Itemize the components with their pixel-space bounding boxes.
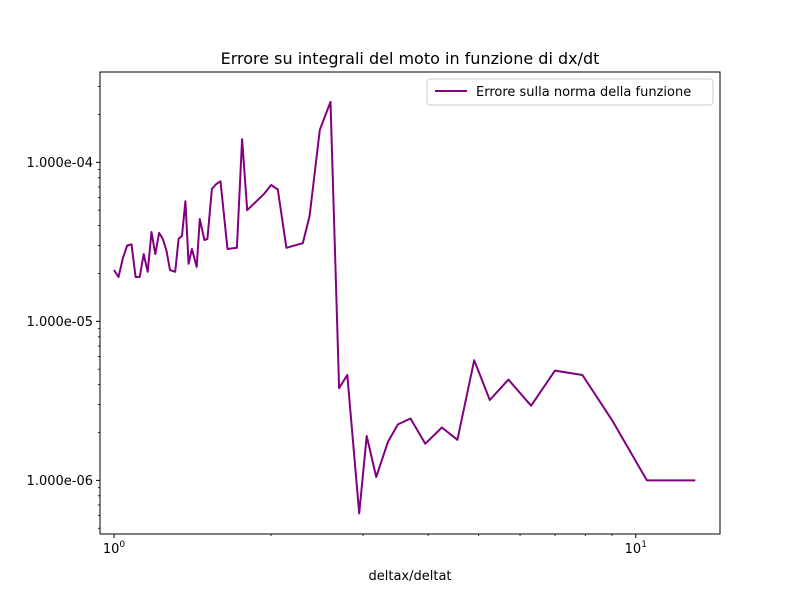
legend-label: Errore sulla norma della funzione (476, 85, 691, 100)
x-axis: 100 101 (103, 534, 647, 557)
y-tick-label: 1.000e-06 (27, 474, 93, 489)
legend-box (426, 78, 714, 106)
x-axis-label: deltax/deltat (368, 569, 451, 584)
legend: Errore sulla norma della funzione (426, 78, 714, 106)
chart-title: Errore su integrali del moto in funzione… (221, 49, 600, 68)
series-line-0 (113, 100, 696, 515)
y-axis: 1.000e-06 1.000e-05 1.000e-04 (27, 86, 100, 529)
axes-frame (99, 71, 721, 535)
x-tick-label: 100 (103, 540, 126, 557)
plot-area (113, 100, 696, 515)
y-tick-label: 1.000e-05 (27, 315, 93, 330)
x-tick-label: 101 (625, 540, 647, 557)
y-tick-label: 1.000e-04 (27, 156, 93, 171)
